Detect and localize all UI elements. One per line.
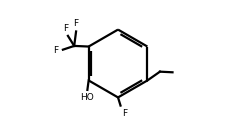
- Text: F: F: [73, 19, 79, 28]
- Text: HO: HO: [81, 93, 94, 102]
- Text: F: F: [122, 109, 128, 118]
- Text: F: F: [63, 24, 68, 33]
- Text: F: F: [53, 46, 58, 55]
